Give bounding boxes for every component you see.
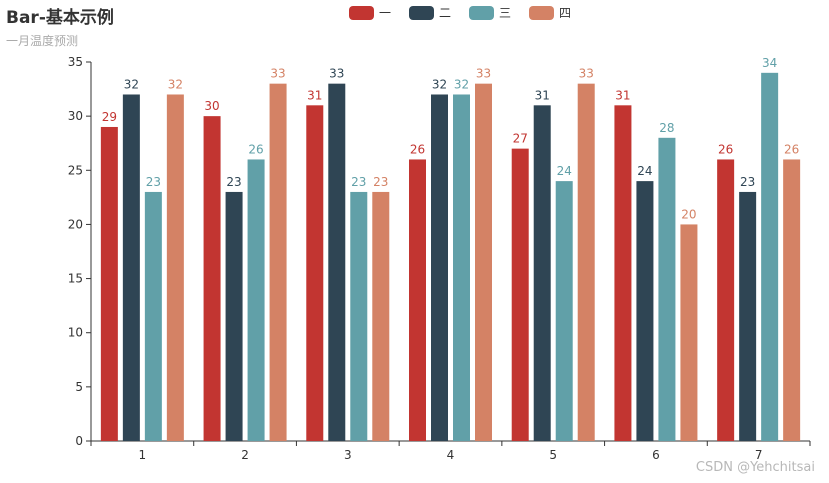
legend-swatch[interactable] [349, 6, 374, 20]
y-tick-label: 25 [68, 163, 83, 177]
bar[interactable] [306, 105, 324, 442]
x-tick-label: 1 [139, 448, 147, 462]
bar[interactable] [739, 191, 757, 441]
x-tick-label: 7 [755, 448, 763, 462]
bar-data-label: 23 [740, 175, 755, 189]
bar[interactable] [225, 191, 243, 441]
bar-data-label: 33 [270, 67, 285, 81]
bar[interactable] [409, 159, 426, 441]
bar-data-label: 20 [681, 207, 696, 221]
y-tick-label: 30 [68, 109, 83, 123]
bar[interactable] [761, 72, 779, 441]
chart-title: Bar-基本示例 [6, 8, 114, 28]
x-tick-label: 5 [549, 448, 557, 462]
bar[interactable] [203, 116, 221, 442]
bar[interactable] [614, 105, 632, 442]
bar-data-label: 24 [557, 164, 572, 178]
bar-data-label: 27 [513, 132, 528, 146]
bar[interactable] [350, 191, 368, 441]
x-tick-label: 4 [447, 448, 455, 462]
legend-swatch[interactable] [409, 6, 434, 20]
watermark-text: CSDN @Yehchitsai [695, 460, 815, 475]
bar-data-label: 32 [168, 77, 183, 91]
bar-data-label: 26 [784, 142, 799, 156]
y-tick-label: 0 [75, 434, 83, 448]
bar[interactable] [247, 159, 265, 441]
bar-data-label: 23 [373, 175, 388, 189]
bar[interactable] [783, 159, 801, 441]
y-tick-label: 5 [75, 380, 83, 394]
bar[interactable] [555, 181, 573, 441]
chart-subtitle: 一月温度预测 [6, 34, 79, 48]
bar-data-label: 28 [659, 121, 674, 135]
legend-swatch[interactable] [469, 6, 494, 20]
bar[interactable] [680, 224, 698, 441]
x-tick-label: 3 [344, 448, 352, 462]
bar-data-label: 32 [124, 77, 139, 91]
bar-data-label: 26 [248, 142, 263, 156]
bar-data-label: 31 [307, 88, 322, 102]
bar[interactable] [431, 94, 448, 441]
y-tick-label: 10 [68, 326, 83, 340]
bar-data-label: 33 [579, 67, 594, 81]
legend-label[interactable]: 二 [439, 6, 451, 20]
bar-data-label: 23 [351, 175, 366, 189]
bar-data-label: 33 [329, 67, 344, 81]
bar[interactable] [269, 83, 287, 442]
legend-label[interactable]: 三 [499, 6, 511, 20]
bar-data-label: 26 [718, 142, 733, 156]
bar[interactable] [328, 83, 346, 442]
bar-data-label: 32 [454, 77, 469, 91]
bar[interactable] [453, 94, 470, 441]
x-tick-label: 2 [241, 448, 249, 462]
x-tick-label: 6 [652, 448, 660, 462]
bar[interactable] [100, 126, 118, 441]
bar-data-label: 31 [535, 88, 550, 102]
bar[interactable] [372, 191, 390, 441]
bar[interactable] [717, 159, 735, 441]
bar-data-label: 23 [146, 175, 161, 189]
legend-label[interactable]: 一 [379, 6, 391, 20]
legend-label[interactable]: 四 [559, 6, 571, 20]
bar[interactable] [636, 181, 654, 441]
bar[interactable] [511, 148, 529, 441]
bar[interactable] [533, 105, 551, 442]
bar-data-label: 24 [637, 164, 652, 178]
bar-data-label: 29 [102, 110, 117, 124]
bar-data-label: 26 [410, 142, 425, 156]
y-tick-label: 20 [68, 217, 83, 231]
bar[interactable] [577, 83, 595, 442]
legend-swatch[interactable] [529, 6, 554, 20]
bar[interactable] [122, 94, 140, 441]
bar-data-label: 33 [476, 67, 491, 81]
bar-data-label: 23 [226, 175, 241, 189]
bar[interactable] [166, 94, 184, 441]
y-tick-label: 15 [68, 272, 83, 286]
y-tick-label: 35 [68, 55, 83, 69]
bar[interactable] [475, 83, 492, 442]
bar-data-label: 31 [615, 88, 630, 102]
bar-data-label: 34 [762, 56, 777, 70]
bar[interactable] [144, 191, 162, 441]
bar-data-label: 32 [432, 77, 447, 91]
bar[interactable] [658, 137, 676, 442]
bar-data-label: 30 [204, 99, 219, 113]
